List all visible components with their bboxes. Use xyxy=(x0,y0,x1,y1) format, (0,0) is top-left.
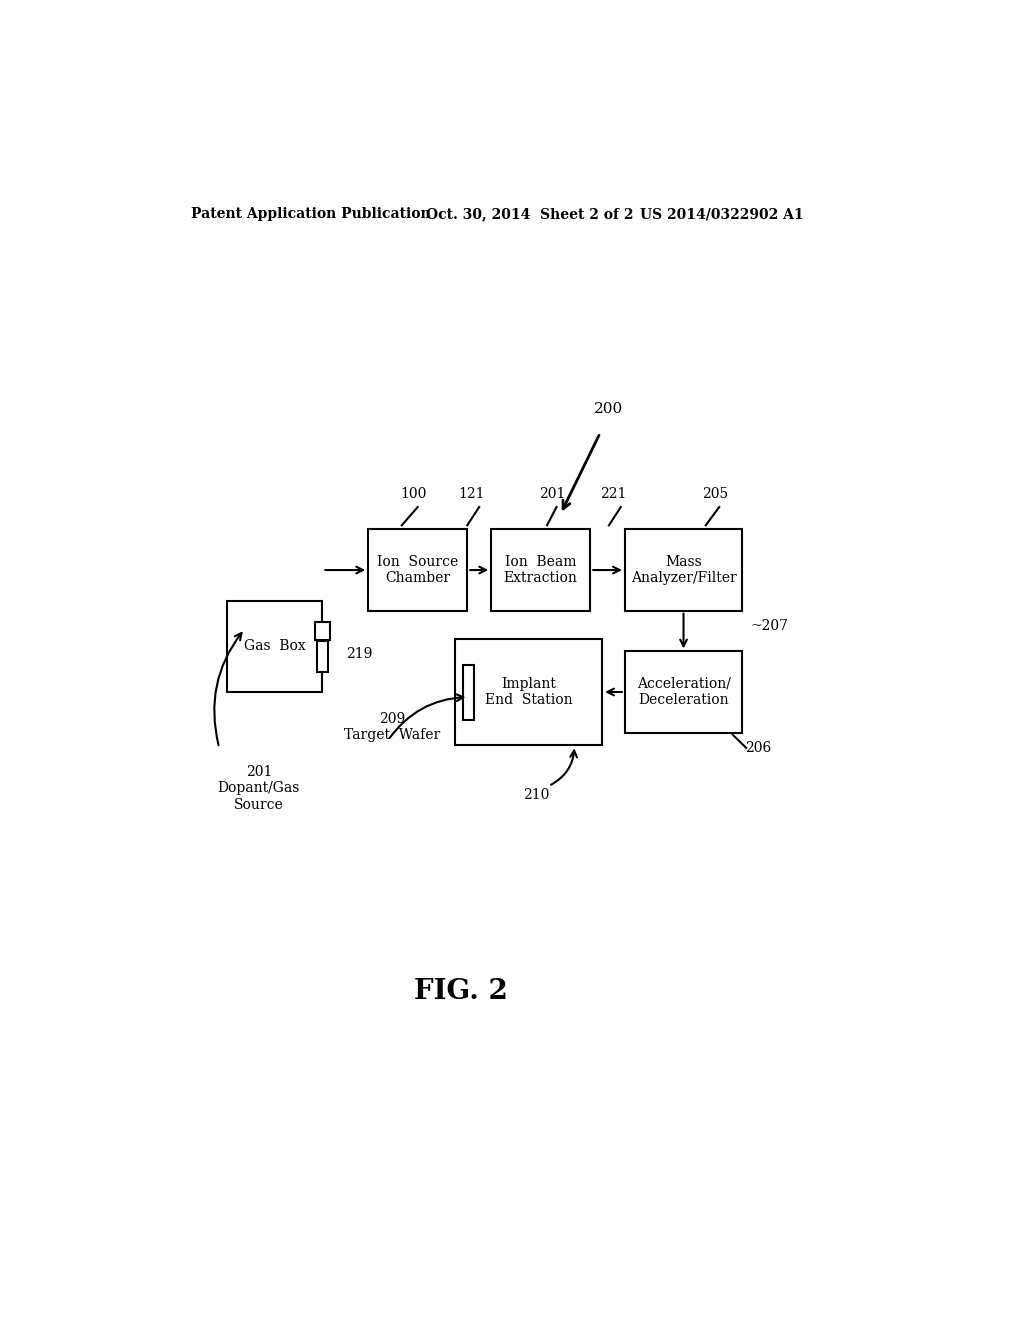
Text: 121: 121 xyxy=(458,487,484,500)
Text: 100: 100 xyxy=(400,487,427,500)
FancyBboxPatch shape xyxy=(463,664,474,721)
Text: US 2014/0322902 A1: US 2014/0322902 A1 xyxy=(640,207,804,222)
FancyBboxPatch shape xyxy=(227,601,323,692)
FancyBboxPatch shape xyxy=(492,529,590,611)
Text: 201: 201 xyxy=(540,487,566,500)
Text: 201
Dopant/Gas
Source: 201 Dopant/Gas Source xyxy=(218,766,300,812)
FancyBboxPatch shape xyxy=(315,622,330,640)
FancyBboxPatch shape xyxy=(625,651,742,733)
Text: FIG. 2: FIG. 2 xyxy=(415,978,508,1006)
Text: Gas  Box: Gas Box xyxy=(244,639,306,653)
Text: ~207: ~207 xyxy=(751,619,788,634)
Text: 210: 210 xyxy=(523,788,550,803)
FancyBboxPatch shape xyxy=(368,529,467,611)
Text: 206: 206 xyxy=(744,741,771,755)
Text: 200: 200 xyxy=(594,401,623,416)
Text: Acceleration/
Deceleration: Acceleration/ Deceleration xyxy=(637,677,730,708)
FancyBboxPatch shape xyxy=(456,639,602,746)
FancyBboxPatch shape xyxy=(317,642,328,672)
Text: 219: 219 xyxy=(346,647,373,661)
FancyBboxPatch shape xyxy=(625,529,742,611)
Text: 205: 205 xyxy=(702,487,728,500)
Text: Patent Application Publication: Patent Application Publication xyxy=(191,207,431,222)
Text: Mass
Analyzer/Filter: Mass Analyzer/Filter xyxy=(631,554,736,585)
Text: 221: 221 xyxy=(600,487,626,500)
Text: 209
Target  Wafer: 209 Target Wafer xyxy=(344,711,440,742)
Text: Oct. 30, 2014  Sheet 2 of 2: Oct. 30, 2014 Sheet 2 of 2 xyxy=(426,207,633,222)
Text: Ion  Beam
Extraction: Ion Beam Extraction xyxy=(504,554,578,585)
Text: Implant
End  Station: Implant End Station xyxy=(485,677,572,708)
Text: Ion  Source
Chamber: Ion Source Chamber xyxy=(377,554,459,585)
